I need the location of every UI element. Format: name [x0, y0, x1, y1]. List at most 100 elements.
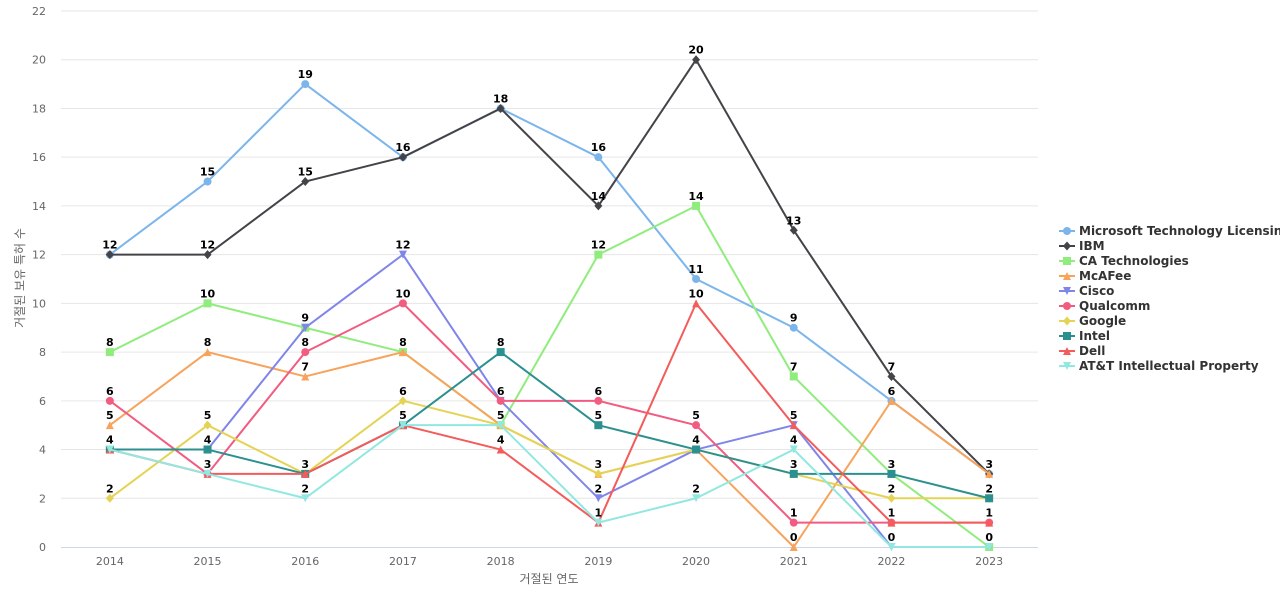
data-point[interactable] [301, 348, 310, 357]
data-point[interactable] [985, 543, 994, 551]
grid [61, 10, 1038, 499]
data-point[interactable] [692, 421, 701, 430]
legend-marker [1063, 227, 1071, 235]
data-label: 2 [301, 482, 309, 495]
data-point[interactable] [692, 299, 701, 308]
data-point[interactable] [203, 420, 212, 430]
data-label: 3 [595, 458, 603, 471]
data-label: 4 [106, 434, 114, 447]
data-label: 2 [106, 482, 114, 495]
data-point[interactable] [105, 348, 114, 357]
data-point[interactable] [496, 396, 505, 405]
legend-item[interactable]: Google [1059, 314, 1126, 328]
data-point[interactable] [301, 372, 310, 381]
data-point[interactable] [692, 445, 701, 454]
data-point[interactable] [789, 372, 798, 381]
data-point[interactable] [887, 543, 896, 551]
data-point[interactable] [789, 518, 798, 527]
data-point[interactable] [398, 250, 407, 259]
data-point[interactable] [594, 421, 603, 430]
series-line[interactable] [109, 302, 990, 524]
data-point[interactable] [398, 421, 407, 430]
data-point[interactable] [496, 445, 505, 454]
data-point[interactable] [594, 153, 603, 162]
data-point[interactable] [887, 371, 896, 381]
data-point[interactable] [496, 103, 505, 113]
data-point[interactable] [105, 250, 114, 260]
data-point[interactable] [985, 494, 994, 503]
series-dell[interactable] [105, 299, 994, 527]
data-point[interactable] [203, 445, 212, 454]
data-point[interactable] [301, 177, 310, 187]
data-point[interactable] [692, 494, 701, 503]
data-point[interactable] [105, 421, 114, 430]
legend-item[interactable]: Intel [1059, 329, 1110, 343]
data-point[interactable] [887, 518, 896, 527]
legend-item[interactable]: AT&T Intellectual Property [1059, 359, 1259, 373]
data-point[interactable] [301, 469, 310, 478]
data-label: 10 [395, 287, 411, 300]
data-point[interactable] [985, 469, 994, 478]
data-point[interactable] [887, 396, 896, 405]
legend-item[interactable]: CA Technologies [1059, 254, 1189, 268]
data-label: 4 [692, 434, 700, 447]
data-point[interactable] [398, 396, 407, 406]
legend-item[interactable]: Qualcomm [1059, 299, 1150, 313]
data-label: 8 [399, 336, 407, 349]
data-label: 8 [497, 336, 505, 349]
data-point[interactable] [496, 348, 505, 357]
data-point[interactable] [203, 299, 212, 308]
series-line[interactable] [109, 58, 990, 475]
data-point[interactable] [105, 396, 114, 405]
data-point[interactable] [887, 493, 896, 503]
data-point[interactable] [594, 469, 603, 479]
series-line[interactable] [109, 83, 990, 475]
data-label: 10 [200, 287, 216, 300]
data-point[interactable] [594, 494, 603, 503]
series-line[interactable] [109, 204, 990, 548]
series-line[interactable] [109, 424, 990, 548]
series-at-t-intellectual-property[interactable] [105, 421, 994, 551]
data-point[interactable] [887, 469, 896, 478]
data-point[interactable] [692, 201, 701, 210]
data-point[interactable] [985, 518, 994, 527]
data-point[interactable] [594, 201, 603, 211]
series-microsoft-technology-licensing[interactable] [105, 80, 994, 478]
data-point[interactable] [301, 494, 310, 503]
data-point[interactable] [789, 225, 798, 235]
data-point[interactable] [692, 275, 701, 283]
data-point[interactable] [203, 348, 212, 357]
legend-item[interactable]: Microsoft Technology Licensing [1059, 224, 1280, 238]
data-point[interactable] [105, 445, 114, 454]
data-point[interactable] [692, 55, 701, 65]
data-point[interactable] [203, 177, 212, 186]
data-point[interactable] [594, 250, 603, 259]
series-line[interactable] [109, 302, 990, 524]
legend-item[interactable]: Dell [1059, 344, 1105, 358]
series-intel[interactable] [105, 348, 994, 503]
data-label: 3 [985, 458, 993, 471]
legend-item[interactable]: McAFee [1059, 269, 1131, 283]
data-point[interactable] [398, 152, 407, 162]
data-point[interactable] [789, 445, 798, 454]
data-point[interactable] [301, 80, 310, 89]
data-point[interactable] [203, 469, 212, 478]
data-point[interactable] [301, 323, 310, 332]
series-ibm[interactable] [105, 55, 994, 479]
data-point[interactable] [398, 348, 407, 357]
data-point[interactable] [594, 518, 603, 527]
data-point[interactable] [203, 250, 212, 260]
data-point[interactable] [594, 396, 603, 405]
data-point[interactable] [496, 421, 505, 430]
data-point[interactable] [789, 469, 798, 478]
data-point[interactable] [789, 421, 798, 430]
data-label: 5 [204, 409, 212, 422]
legend-item[interactable]: IBM [1059, 239, 1105, 253]
data-point[interactable] [398, 299, 407, 308]
data-point[interactable] [789, 323, 798, 332]
data-point[interactable] [789, 543, 798, 551]
data-point[interactable] [105, 493, 114, 503]
series-line[interactable] [109, 399, 990, 500]
legend-item[interactable]: Cisco [1059, 284, 1114, 298]
